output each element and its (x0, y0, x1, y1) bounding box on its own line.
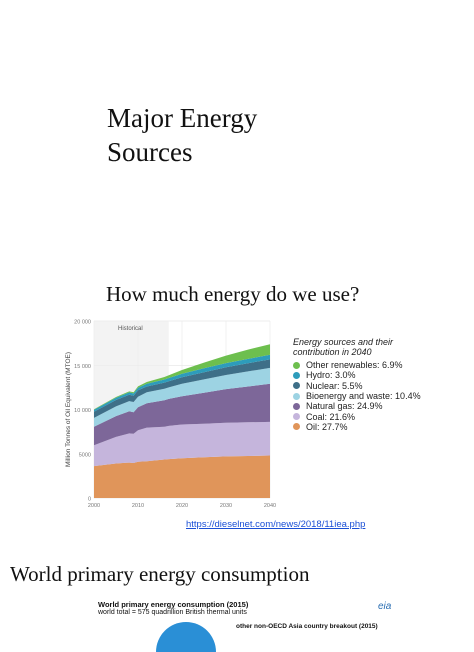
x-tick-label: 2010 (132, 503, 144, 509)
legend-label: Nuclear: 5.5% (306, 380, 363, 391)
y-tick-label: 0 (88, 497, 91, 503)
figure-title: World primary energy consumption (2015) (98, 600, 249, 609)
legend-label: Bioenergy and waste: 10.4% (306, 391, 421, 402)
consumption-figure: World primary energy consumption (2015) … (96, 598, 391, 652)
area-series-6 (94, 344, 270, 410)
area-series-1 (94, 421, 270, 467)
eia-logo: eia (378, 601, 392, 612)
area-series-5 (94, 354, 270, 412)
title-line-2: Sources (107, 137, 193, 167)
chart-svg: 0 5000 10 000 15 000 20 000 2000 2010 2020 2030 2… (65, 320, 276, 510)
area-series-2 (94, 383, 270, 446)
y-tick-label: 20 000 (74, 320, 91, 326)
legend-item: Bioenergy and waste: 10.4% (293, 391, 421, 401)
legend-label: Hydro: 3.0% (306, 370, 356, 381)
x-tick-label: 2030 (220, 503, 232, 509)
chart-legend: Energy sources and their contribution in… (293, 337, 421, 432)
x-tick-label: 2000 (88, 503, 100, 509)
legend-swatch (293, 392, 300, 400)
legend-item: Oil: 27.7% (293, 422, 421, 432)
legend-label: Other renewables: 6.9% (306, 360, 403, 371)
legend-swatch (293, 423, 300, 431)
x-tick-label: 2020 (176, 503, 188, 509)
legend-swatch (293, 402, 300, 410)
legend-item: Natural gas: 24.9% (293, 401, 421, 411)
legend-item: Nuclear: 5.5% (293, 381, 421, 391)
legend-label: Oil: 27.7% (306, 421, 348, 432)
figure-subtitle: world total = 575 quadrillion British th… (98, 609, 247, 616)
legend-items: Other renewables: 6.9% Hydro: 3.0% Nuclear… (293, 360, 421, 432)
y-tick-label: 10 000 (74, 408, 91, 414)
legend-swatch (293, 382, 300, 390)
energy-area-chart: 0 5000 10 000 15 000 20 000 2000 2010 2020 2030 2… (60, 313, 360, 515)
area-series-3 (94, 367, 270, 427)
y-axis-label: Million Tonnes of Oil Equivalent (MTOE) (65, 352, 72, 467)
x-tick-label: 2040 (264, 503, 276, 509)
pie-chart-partial (156, 622, 216, 652)
historical-label: Historical (118, 326, 143, 332)
legend-item: Coal: 21.6% (293, 411, 421, 422)
area-series-4 (94, 359, 270, 418)
legend-label: Natural gas: 24.9% (306, 401, 383, 412)
legend-item: Other renewables: 6.9% (293, 360, 421, 370)
y-tick-label: 5000 (79, 452, 91, 458)
y-tick-label: 15 000 (74, 364, 91, 370)
chart-heading: How much energy do we use? (106, 282, 360, 306)
section-heading: World primary energy consumption (10, 562, 310, 586)
figure-note: other non-OECD Asia country breakout (20… (236, 623, 378, 630)
legend-label: Coal: 21.6% (306, 411, 356, 422)
title-line-1: Major Energy (107, 103, 258, 133)
legend-title: Energy sources and their contribution in… (293, 337, 394, 357)
slide-title: Major Energy Sources (107, 101, 257, 169)
area-series-0 (94, 455, 270, 498)
legend-item: Hydro: 3.0% (293, 370, 421, 380)
legend-swatch (293, 371, 300, 379)
legend-swatch (293, 413, 300, 421)
source-link[interactable]: https://dieselnet.com/news/2018/11iea.ph… (186, 519, 366, 530)
legend-swatch (293, 361, 300, 369)
